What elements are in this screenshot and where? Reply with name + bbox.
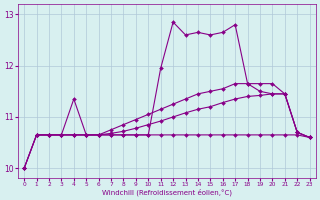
X-axis label: Windchill (Refroidissement éolien,°C): Windchill (Refroidissement éolien,°C) — [102, 188, 232, 196]
